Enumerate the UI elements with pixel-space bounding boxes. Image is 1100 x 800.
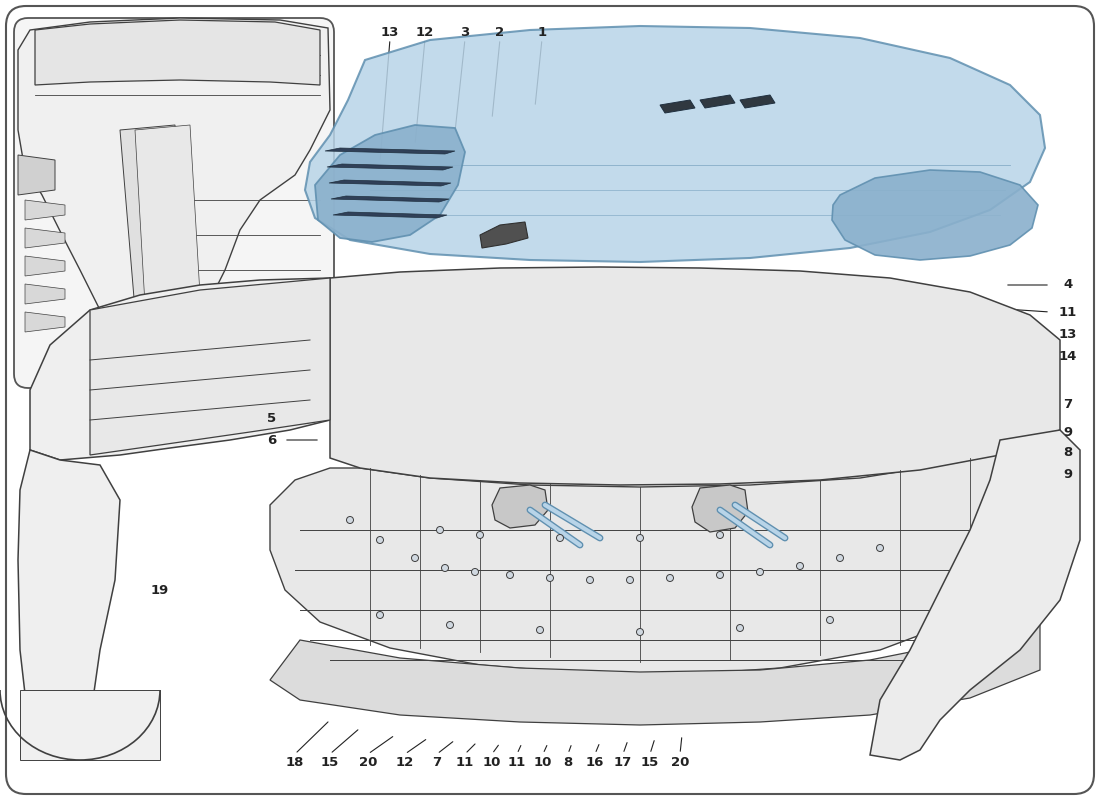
Polygon shape	[315, 125, 465, 242]
Text: 20: 20	[671, 755, 690, 769]
Polygon shape	[120, 125, 185, 310]
Text: 17: 17	[614, 755, 632, 769]
Text: 9: 9	[1064, 426, 1072, 438]
Text: 4: 4	[1064, 278, 1072, 291]
Polygon shape	[108, 322, 200, 368]
Circle shape	[757, 569, 763, 575]
Text: 2: 2	[495, 26, 505, 38]
Text: 15: 15	[321, 755, 339, 769]
Circle shape	[447, 622, 453, 629]
Circle shape	[637, 629, 644, 635]
Text: 8: 8	[1064, 446, 1072, 459]
Polygon shape	[740, 95, 776, 108]
Text: 1: 1	[538, 26, 547, 38]
Circle shape	[557, 534, 563, 542]
Polygon shape	[25, 284, 65, 304]
Circle shape	[716, 531, 724, 538]
Polygon shape	[270, 615, 1040, 725]
Polygon shape	[660, 100, 695, 113]
Polygon shape	[18, 18, 330, 380]
Polygon shape	[18, 450, 120, 760]
Polygon shape	[832, 170, 1038, 260]
Text: 6: 6	[267, 434, 276, 446]
Polygon shape	[870, 430, 1080, 760]
Circle shape	[437, 526, 443, 534]
Text: 18: 18	[286, 755, 305, 769]
Polygon shape	[333, 212, 447, 218]
Polygon shape	[35, 20, 320, 85]
FancyBboxPatch shape	[6, 6, 1094, 794]
Polygon shape	[330, 267, 1060, 485]
Polygon shape	[18, 155, 55, 195]
Text: 3: 3	[461, 26, 470, 38]
Circle shape	[877, 545, 883, 551]
Circle shape	[346, 517, 353, 523]
Text: 11: 11	[508, 755, 526, 769]
Text: 10: 10	[483, 755, 502, 769]
Polygon shape	[90, 278, 330, 455]
Polygon shape	[305, 26, 1045, 262]
Text: 7: 7	[1064, 398, 1072, 411]
Circle shape	[826, 617, 834, 623]
Text: 12: 12	[396, 755, 414, 769]
Polygon shape	[700, 95, 735, 108]
Polygon shape	[480, 222, 528, 248]
Polygon shape	[331, 196, 449, 202]
Polygon shape	[692, 485, 748, 532]
Circle shape	[376, 611, 384, 618]
Polygon shape	[25, 228, 65, 248]
Circle shape	[547, 574, 553, 582]
Circle shape	[472, 569, 478, 575]
Text: 11: 11	[455, 755, 474, 769]
Text: 11: 11	[1059, 306, 1077, 318]
Circle shape	[716, 571, 724, 578]
Polygon shape	[25, 312, 65, 332]
Circle shape	[506, 571, 514, 578]
Circle shape	[737, 625, 744, 631]
Polygon shape	[20, 690, 160, 760]
Polygon shape	[329, 180, 451, 186]
Text: 5: 5	[267, 411, 276, 425]
Circle shape	[586, 577, 594, 583]
Text: 16: 16	[586, 755, 604, 769]
Polygon shape	[30, 278, 330, 460]
Text: 8: 8	[563, 755, 573, 769]
Text: 19: 19	[151, 583, 169, 597]
Polygon shape	[135, 125, 200, 305]
Text: a passion: a passion	[437, 462, 704, 598]
Polygon shape	[270, 430, 1060, 675]
Text: 12: 12	[416, 26, 434, 38]
Circle shape	[796, 562, 803, 570]
Text: 20: 20	[359, 755, 377, 769]
Circle shape	[411, 554, 418, 562]
Circle shape	[627, 577, 634, 583]
Text: 13: 13	[1059, 329, 1077, 342]
Circle shape	[441, 565, 449, 571]
Circle shape	[836, 554, 844, 562]
Text: 13: 13	[381, 26, 399, 38]
Text: 19: 19	[145, 420, 165, 434]
Text: 15: 15	[641, 755, 659, 769]
Circle shape	[667, 574, 673, 582]
FancyBboxPatch shape	[14, 18, 334, 388]
Text: 14: 14	[1059, 350, 1077, 362]
Polygon shape	[324, 148, 455, 154]
Polygon shape	[492, 485, 548, 528]
Polygon shape	[25, 200, 65, 220]
Polygon shape	[25, 256, 65, 276]
Text: since 1985: since 1985	[470, 496, 770, 644]
Circle shape	[637, 534, 644, 542]
Polygon shape	[327, 164, 453, 170]
Circle shape	[537, 626, 543, 634]
Circle shape	[476, 531, 484, 538]
Circle shape	[376, 537, 384, 543]
Text: 7: 7	[432, 755, 441, 769]
Text: 9: 9	[1064, 469, 1072, 482]
Text: 10: 10	[534, 755, 552, 769]
